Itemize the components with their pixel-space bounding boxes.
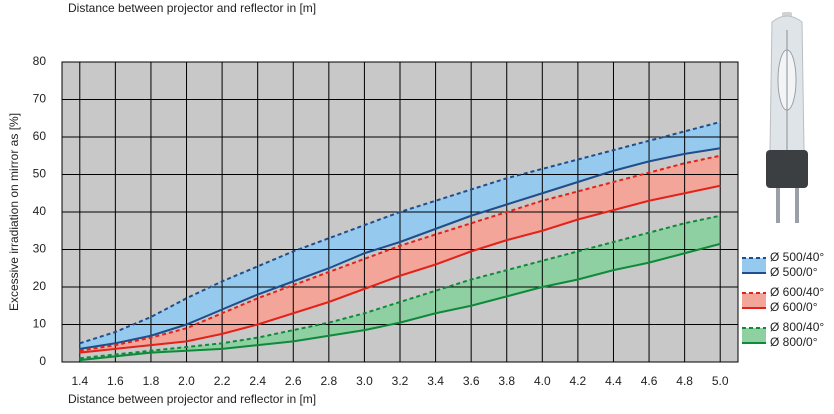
y-tick-label: 60 <box>33 129 47 143</box>
legend-swatch <box>742 328 766 343</box>
y-tick-label: 50 <box>33 167 47 181</box>
y-tick-label: 80 <box>33 54 47 68</box>
y-tick-label: 70 <box>33 92 47 106</box>
x-tick-label: 3.4 <box>427 374 444 388</box>
x-tick-label: 3.0 <box>356 374 373 388</box>
y-tick-label: 0 <box>39 354 46 368</box>
x-tick-label: 1.8 <box>143 374 160 388</box>
x-tick-label: 3.8 <box>498 374 515 388</box>
x-tick-label: 5.0 <box>712 374 729 388</box>
x-tick-label: 2.2 <box>214 374 231 388</box>
legend-swatch <box>742 258 766 273</box>
series-line <box>79 214 721 360</box>
y-tick-label: 30 <box>33 242 47 256</box>
series-line <box>79 184 721 354</box>
legend-label: Ø 800/0° <box>770 335 818 349</box>
lamp-illustration <box>766 12 808 223</box>
x-tick-label: 4.2 <box>570 374 587 388</box>
y-axis-label: Excessive irradiation on mirror as [%] <box>7 113 21 311</box>
x-tick-label: 1.6 <box>107 374 124 388</box>
x-tick-label: 4.0 <box>534 374 551 388</box>
x-tick-label: 4.6 <box>641 374 658 388</box>
series-line <box>79 242 721 362</box>
legend-label: Ø 600/40° <box>770 285 824 299</box>
series-line <box>79 154 721 352</box>
x-tick-label: 2.6 <box>285 374 302 388</box>
legend-label: Ø 500/0° <box>770 265 818 279</box>
y-tick-label: 20 <box>33 279 47 293</box>
plot-frame <box>61 61 739 363</box>
legend-label: Ø 600/0° <box>770 300 818 314</box>
x-tick-label: 3.2 <box>392 374 409 388</box>
x-tick-label: 4.8 <box>676 374 693 388</box>
series-line <box>79 147 721 350</box>
x-tick-label: 2.0 <box>178 374 195 388</box>
series-line <box>79 121 721 345</box>
x-tick-label: 2.8 <box>320 374 337 388</box>
x-axis-label: Distance between projector and reflector… <box>68 392 316 406</box>
top-label: Distance between projector and reflector… <box>68 1 316 15</box>
legend-label: Ø 500/40° <box>770 250 824 264</box>
x-tick-label: 2.4 <box>249 374 266 388</box>
x-tick-label: 4.4 <box>605 374 622 388</box>
y-tick-label: 10 <box>33 317 47 331</box>
y-tick-label: 40 <box>33 204 47 218</box>
legend-swatch <box>742 293 766 308</box>
x-tick-label: 3.6 <box>463 374 480 388</box>
legend-label: Ø 800/40° <box>770 320 824 334</box>
x-tick-label: 1.4 <box>71 374 88 388</box>
